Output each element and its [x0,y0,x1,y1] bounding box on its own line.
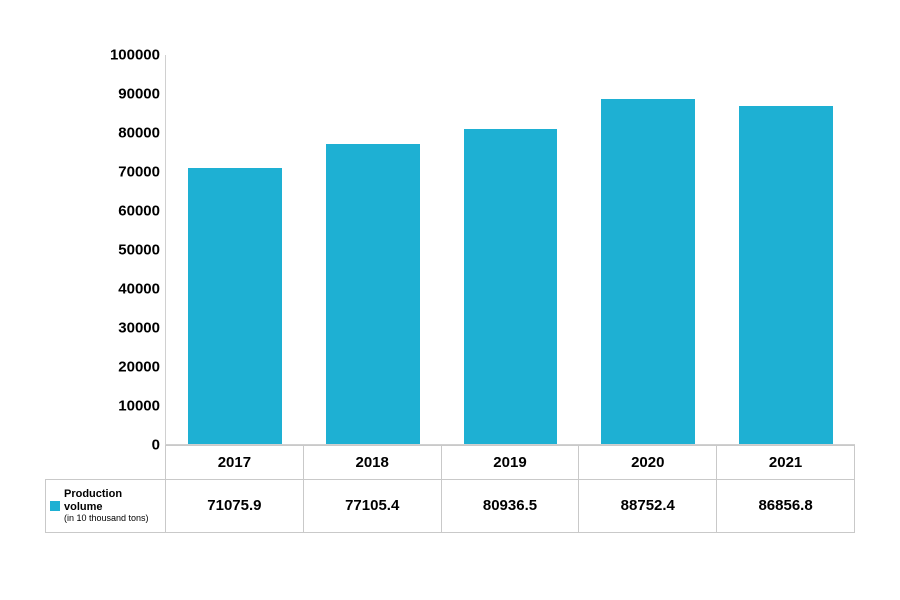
category-cell: 2017 [166,446,304,480]
table-data-row: Production volume (in 10 thousand tons) … [46,480,855,533]
category-cell: 2020 [579,446,717,480]
table-header-row: 20172018201920202021 [46,446,855,480]
y-tick-label: 20000 [90,359,160,376]
bar-slot [166,55,304,444]
series-label-cell: Production volume (in 10 thousand tons) [46,480,166,533]
bar [464,129,558,444]
data-table: 20172018201920202021 Production volume (… [45,445,855,533]
production-bar-chart: 0100002000030000400005000060000700008000… [45,55,855,545]
bar [601,99,695,444]
bar-slot [717,55,855,444]
bar-slot [304,55,442,444]
y-tick-label: 40000 [90,281,160,298]
y-tick-label: 80000 [90,125,160,142]
value-cell: 88752.4 [579,480,717,533]
category-cell: 2021 [717,446,855,480]
bar [326,144,420,444]
legend-swatch [50,501,60,511]
bar [188,168,282,444]
value-cell: 71075.9 [166,480,304,533]
category-cell: 2018 [303,446,441,480]
category-cell: 2019 [441,446,579,480]
value-cell: 86856.8 [717,480,855,533]
series-label-line2: (in 10 thousand tons) [64,513,161,523]
bar [739,106,833,444]
y-tick-label: 100000 [90,47,160,64]
bars-container [165,55,855,445]
bar-slot [442,55,580,444]
plot-area: 0100002000030000400005000060000700008000… [45,55,855,445]
y-tick-label: 70000 [90,164,160,181]
y-tick-label: 90000 [90,86,160,103]
y-tick-label: 60000 [90,203,160,220]
y-tick-label: 30000 [90,320,160,337]
y-tick-label: 50000 [90,242,160,259]
value-cell: 77105.4 [303,480,441,533]
y-tick-label: 10000 [90,398,160,415]
value-cell: 80936.5 [441,480,579,533]
series-label-line1: Production volume [64,488,161,513]
bar-slot [579,55,717,444]
table-corner-cell [46,446,166,480]
